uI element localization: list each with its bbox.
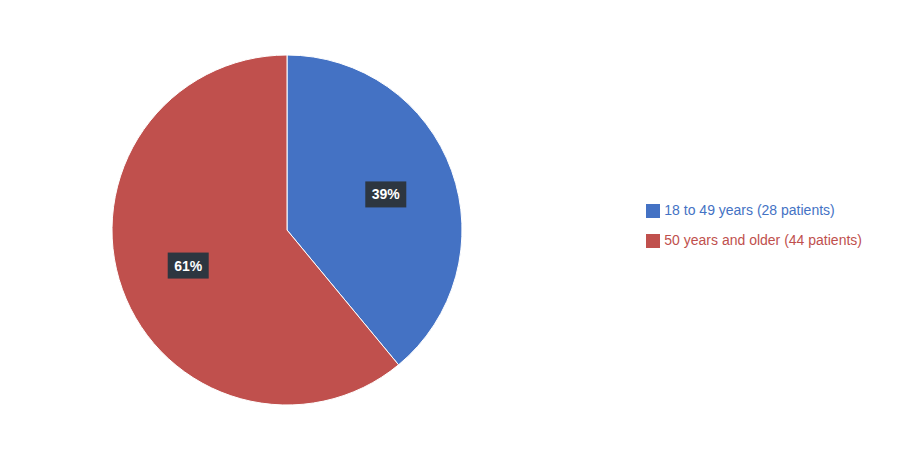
html-text:18 to 49 years (28 patients): 18 to 49 years (28 patients) [664,202,835,218]
svg-text:39%: 39% [372,186,401,202]
html-text:50 years and older (44 patient: 50 years and older (44 patients) [664,232,862,248]
svg-text:61%: 61% [174,258,203,274]
